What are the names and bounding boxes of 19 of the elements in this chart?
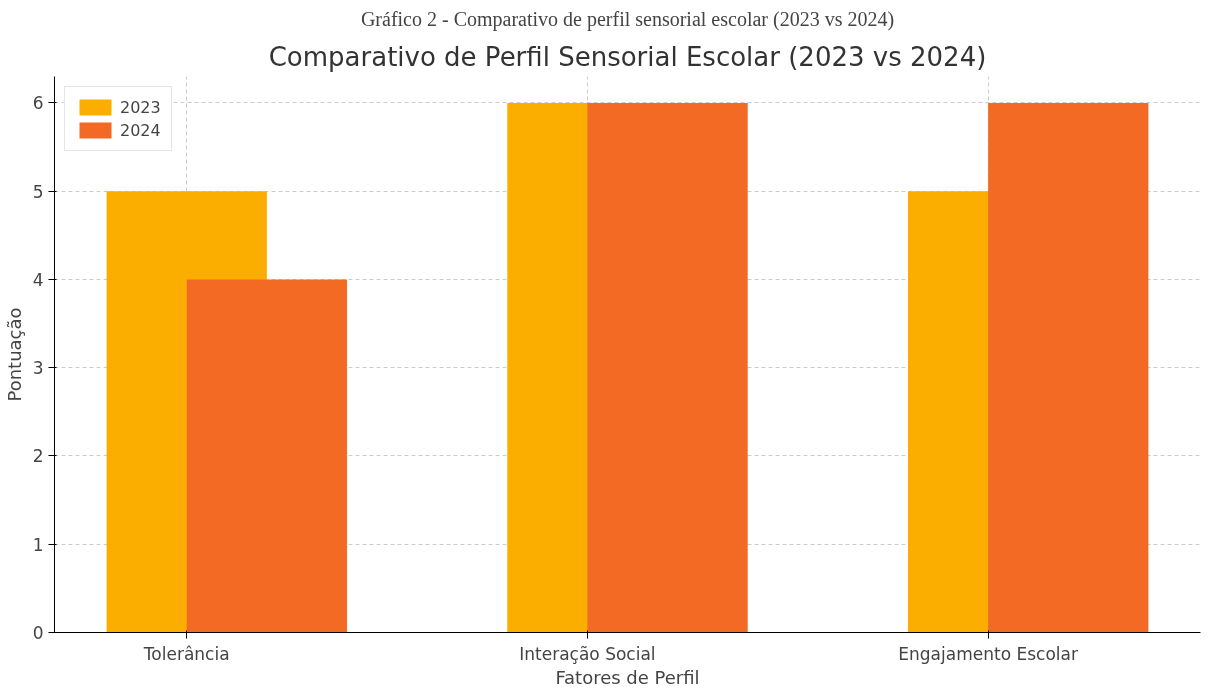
text: Gráfico 2 - Comparativo de perfil sensorial escolar (2023 vs 2024) [360, 7, 895, 31]
x-axis-title: Fatores de Perfil [555, 666, 700, 688]
y-tick-label: 2 [32, 446, 44, 467]
y-tick-label: 4 [32, 269, 44, 290]
x-tick-label: Interação Social [519, 643, 656, 664]
x-tick-label: Tolerância [142, 643, 230, 664]
bar [186, 279, 348, 633]
legend-label: 2024 [120, 120, 161, 140]
y-tick-label: 1 [32, 534, 44, 555]
bar [587, 102, 748, 633]
y-axis-title: Pontuação [3, 307, 25, 402]
y-tick-label: 6 [32, 93, 44, 114]
chart-title: Comparativo de Perfil Sensorial Escolar (2023 vs 2024) [268, 41, 987, 72]
y-tick-label: 5 [32, 181, 44, 202]
y-tick-label: 3 [32, 358, 44, 379]
x-tick-label: Engajamento Escolar [898, 643, 1078, 664]
bar [988, 102, 1149, 633]
y-tick-label: 0 [32, 623, 44, 643]
legend-label: 2023 [120, 97, 161, 117]
